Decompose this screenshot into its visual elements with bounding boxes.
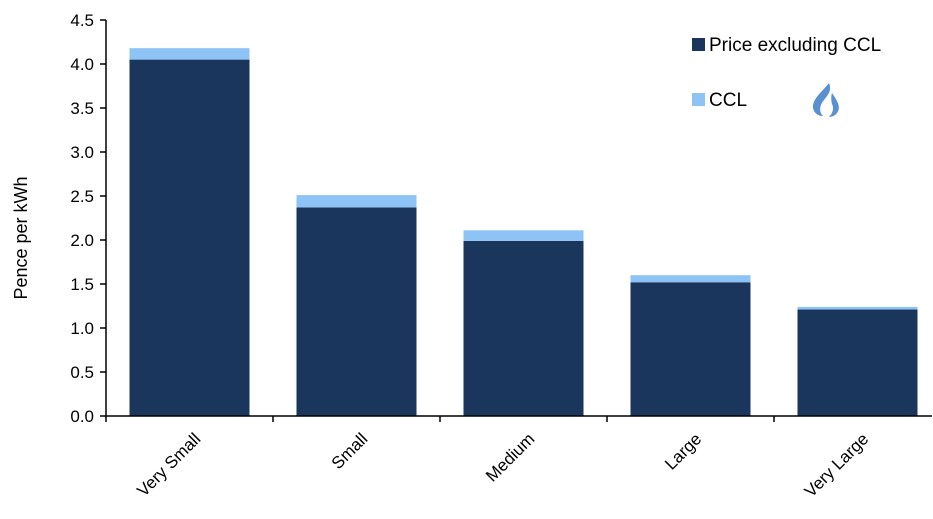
x-ticks: Very Small Small Medium Large Very Large — [105, 416, 873, 501]
gas-flame-icon — [812, 83, 839, 117]
bar-segment-price-excluding-ccl — [296, 207, 417, 416]
y-tick-label: 1.0 — [70, 319, 94, 338]
bar-segment-ccl — [129, 48, 250, 60]
x-tick-label: Very Large — [801, 429, 873, 501]
bar-segment-price-excluding-ccl — [129, 59, 250, 416]
x-tick-label: Large — [661, 429, 705, 473]
legend-item: CCL — [692, 90, 747, 111]
y-tick-label: 4.0 — [70, 55, 94, 74]
bar-segment-ccl — [797, 306, 918, 310]
y-tick-label: 2.5 — [70, 187, 94, 206]
x-tick-label: Small — [328, 429, 371, 472]
y-tick-label: 1.5 — [70, 275, 94, 294]
y-tick-label: 2.0 — [70, 231, 94, 250]
legend-label-price-excluding-ccl: Price excluding CCL — [709, 35, 881, 56]
y-tick-label: 4.5 — [70, 11, 94, 30]
legend-item: Price excluding CCL — [692, 35, 881, 56]
axes — [105, 20, 932, 417]
bar-segment-price-excluding-ccl — [797, 309, 918, 416]
x-tick-label: Very Small — [133, 429, 204, 500]
y-tick-label: 0.0 — [70, 407, 94, 426]
bar-segment-price-excluding-ccl — [630, 282, 751, 416]
y-tick-label: 0.5 — [70, 363, 94, 382]
bar-segment-ccl — [463, 230, 584, 241]
x-tick-label: Medium — [482, 429, 538, 485]
legend-swatch-ccl — [692, 93, 705, 106]
bars — [129, 48, 918, 416]
legend-label-ccl: CCL — [709, 90, 747, 111]
bar-segment-ccl — [296, 195, 417, 208]
legend-swatch-price-excluding-ccl — [692, 38, 705, 51]
y-ticks: 0.0 0.5 1.0 1.5 2.0 2.5 3.0 3.5 4.0 4.5 — [70, 11, 106, 426]
bar-segment-price-excluding-ccl — [463, 240, 584, 416]
y-tick-label: 3.0 — [70, 143, 94, 162]
y-axis-label: Pence per kWh — [11, 176, 31, 299]
legend: Price excluding CCL CCL — [692, 35, 881, 111]
y-tick-label: 3.5 — [70, 99, 94, 118]
bar-segment-ccl — [630, 275, 751, 283]
